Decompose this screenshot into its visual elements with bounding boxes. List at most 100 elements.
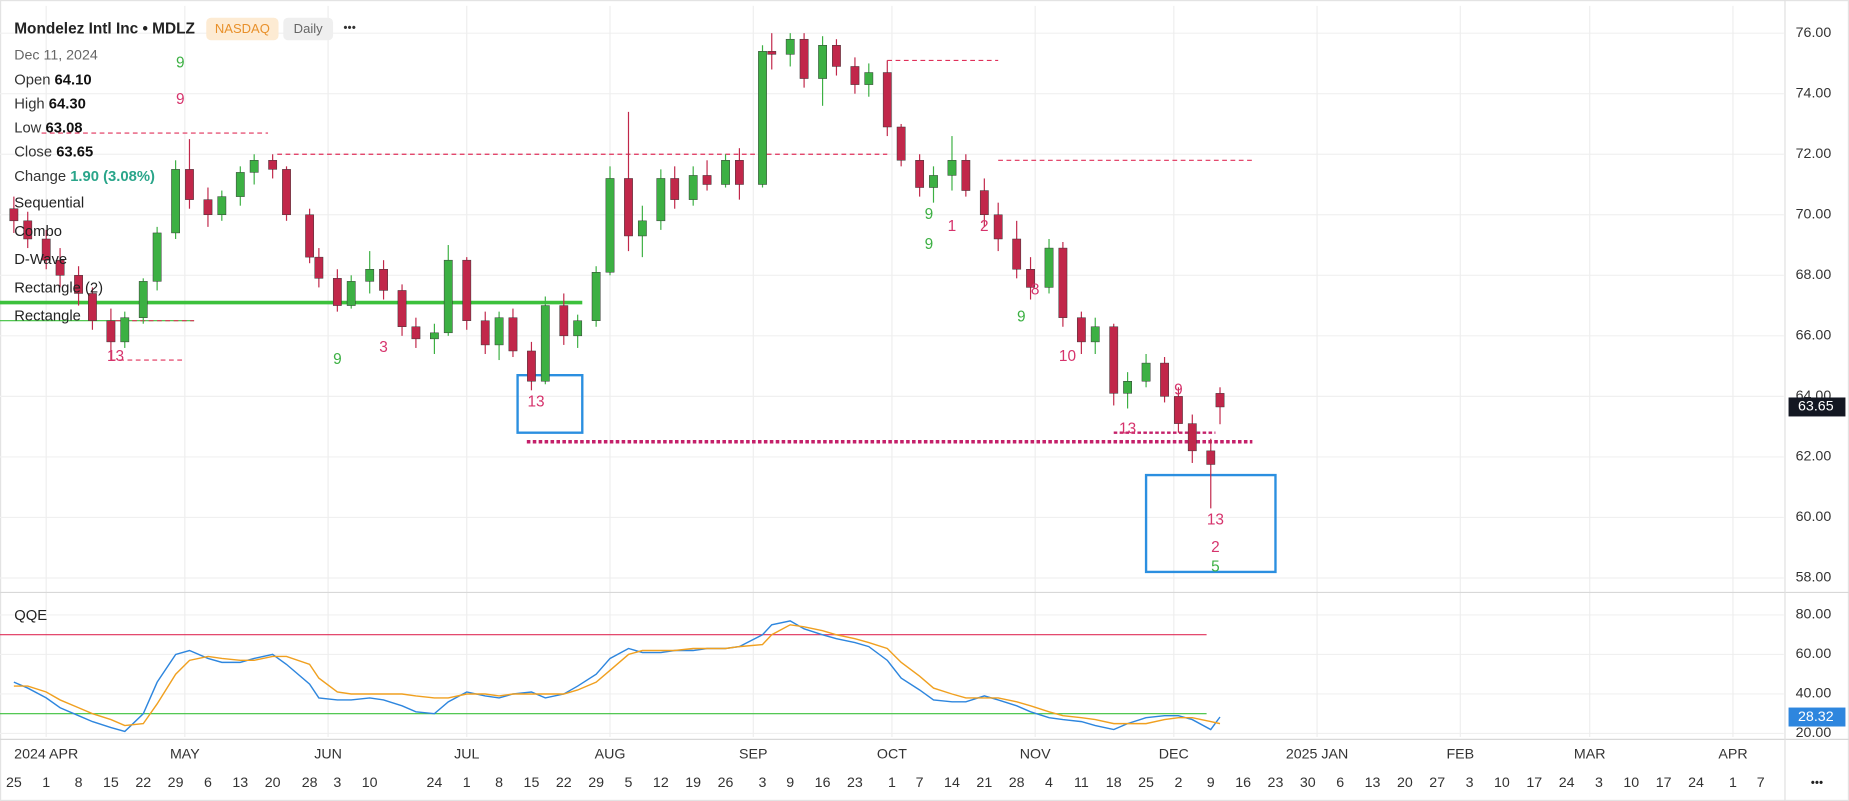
candle-body [591,272,601,321]
candle-body [527,350,536,382]
qqe-line [13,620,1221,733]
candle-body [818,45,827,79]
x-tick-label: 24 [1559,775,1575,791]
y-tick-label: 70.00 [1796,207,1832,223]
x-tick-label: 8 [75,775,83,791]
field-label: Open [14,72,50,88]
field-label: Change [14,169,66,185]
sequential-label: 9 [333,351,342,368]
ohlc-field: Close 63.65 [14,145,93,161]
qqe-line [13,624,1221,727]
last-price: 63.65 [1798,399,1834,415]
x-tick-label: 22 [135,775,151,791]
indicator-title: QQE [14,608,47,624]
x-tick-label: 10 [1623,775,1639,791]
month-label: 2025 JAN [1286,747,1348,763]
sequential-label: 2 [1211,539,1220,556]
candle-body [411,326,421,340]
candle-body [508,317,518,352]
candle-body [559,305,569,337]
x-tick-label: 26 [718,775,734,791]
candle-body [138,281,148,318]
x-tick-label: 4 [1045,775,1053,791]
candle-body [1026,269,1035,288]
field-value: 64.30 [49,97,86,113]
candle-body [573,320,583,337]
x-tick-label: 23 [1268,775,1284,791]
candle-body [979,190,989,216]
sequential-label: 13 [528,393,545,410]
more-button[interactable]: ••• [343,21,355,35]
last-price-badge [1788,397,1846,417]
candle-body [758,51,767,185]
field-label: High [14,97,44,113]
candle-body [365,269,375,282]
candle-body [624,178,633,237]
field-value: 1.90 (3.08%) [70,169,155,185]
y-tick-label: 68.00 [1796,267,1832,283]
candle-body [332,278,342,306]
candle-body [656,178,666,222]
sequential-label: 2 [980,218,989,235]
candle-body [235,172,245,197]
month-label: JUL [454,747,479,763]
candle-body [1206,450,1216,465]
x-tick-label: 29 [168,775,184,791]
y-tick-label: 20.00 [1796,725,1832,741]
candle-body [282,169,291,216]
candle-body [1174,396,1183,424]
x-tick-label: 12 [653,775,669,791]
candle-body [961,160,971,191]
x-tick-label: 9 [786,775,794,791]
ohlc-field: Change 1.90 (3.08%) [14,169,155,185]
indicator-name[interactable]: Sequential [14,196,84,212]
x-tick-label: 24 [1688,775,1704,791]
y-tick-label: 60.00 [1796,646,1832,662]
x-tick-label: 8 [495,775,503,791]
y-tick-label: 72.00 [1796,146,1832,162]
candle-body [540,305,550,382]
x-tick-label: 28 [1009,775,1025,791]
candle-body [106,320,116,343]
more-button[interactable]: ••• [1811,775,1823,789]
candle-body [915,160,925,188]
candle-body [171,169,180,234]
ohlc-field: High 64.30 [14,97,86,113]
candle-body [721,160,730,185]
y-tick-label: 74.00 [1796,85,1832,101]
interval[interactable]: Daily [294,21,323,36]
indicator-name[interactable]: Combo [14,224,62,240]
candle-body [785,38,795,55]
candle-body [23,220,33,240]
indicator-value-badge [1788,707,1846,727]
legend: Mondelez Intl Inc • MDLZ NASDAQ Daily ••… [14,17,356,63]
sequential-label: 13 [107,348,124,365]
x-tick-label: 13 [232,775,248,791]
candle-body [1090,326,1100,343]
ohlc-legend: Open 64.10 High 64.30 Low 63.08 Close 63.65… [14,72,155,184]
candle-body [88,293,97,321]
indicator-name[interactable]: Rectangle (2) [14,280,103,296]
candle-body [462,259,472,321]
y-tick-label: 40.00 [1796,686,1832,702]
candle-body [832,45,841,67]
indicator-name[interactable]: D-Wave [14,252,67,268]
candle-body [1141,362,1151,382]
sequential-label: 1 [948,218,957,235]
candle-body [249,160,259,173]
candle-body [702,175,712,185]
candle-body [947,160,957,176]
candle-body [1187,423,1197,452]
indicator-name[interactable]: Rectangle [14,309,81,325]
field-value: 63.08 [46,121,83,137]
candle-body [605,178,615,273]
x-tick-label: 23 [847,775,863,791]
sequential-label: 10 [1059,348,1076,365]
month-label: MAR [1574,747,1606,763]
symbol-title: Mondelez Intl Inc • MDLZ [14,21,195,38]
candle-body [314,256,324,279]
candle-body [1160,362,1169,397]
candle-body [152,232,162,282]
candle-body [864,72,874,85]
x-tick-label: 3 [333,775,341,791]
